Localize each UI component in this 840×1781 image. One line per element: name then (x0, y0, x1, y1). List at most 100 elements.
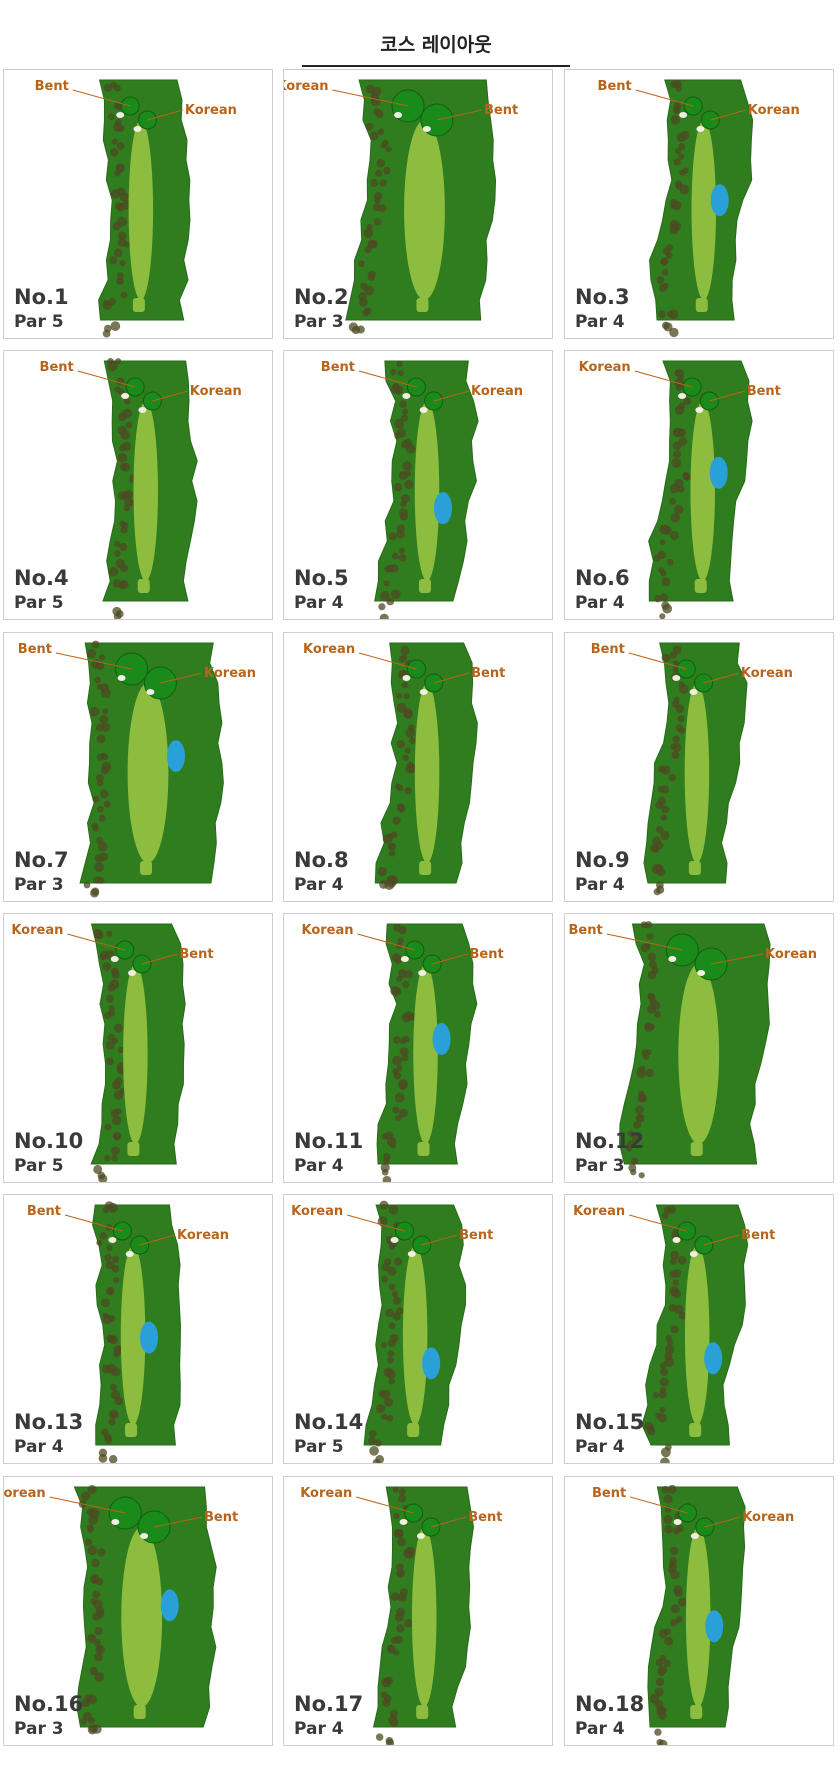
tree (651, 966, 659, 974)
tree (654, 1687, 664, 1697)
green-label: Bent (470, 947, 504, 962)
tree (656, 1738, 664, 1745)
tree (653, 1010, 661, 1018)
bunker (110, 956, 119, 962)
tree (670, 1604, 680, 1614)
hole-map: Korean Bent No.6 Par 4 (575, 360, 781, 619)
tree (671, 750, 680, 759)
callout-line (711, 953, 764, 965)
tree (388, 532, 397, 541)
tree (400, 440, 409, 449)
hole-number: No.8 (294, 848, 349, 872)
hole-number: No.11 (294, 1129, 363, 1153)
callout-line (147, 109, 183, 121)
page-title: 코스 레이아웃 (302, 30, 570, 67)
tree (669, 1270, 677, 1278)
fairway (402, 1245, 428, 1425)
callout-line (432, 953, 468, 965)
hole-card: Bent Korean No.3 Par 4 (564, 69, 834, 339)
tree (112, 1080, 121, 1090)
hole-number: No.3 (575, 285, 630, 309)
green-label: Bent (592, 1486, 626, 1501)
tree (404, 479, 414, 489)
tree (396, 524, 405, 533)
tee (132, 298, 145, 312)
tree (104, 1253, 112, 1262)
hole-number: No.18 (575, 1692, 644, 1716)
tree (97, 1548, 106, 1557)
tree (396, 1624, 405, 1633)
tree (409, 737, 416, 744)
tree (96, 753, 104, 761)
tree (660, 1457, 670, 1463)
bunker (689, 689, 698, 695)
tree (111, 1146, 120, 1156)
tree (95, 1577, 104, 1586)
callout-line (72, 89, 131, 107)
tree (404, 470, 412, 477)
green-label: Korean (11, 923, 63, 938)
tree (98, 654, 106, 661)
tree (119, 444, 127, 452)
tree (91, 640, 100, 649)
hole-par: Par 5 (14, 593, 64, 613)
hole-number: No.17 (294, 1692, 363, 1716)
tree (655, 1677, 665, 1687)
tree (654, 1728, 662, 1736)
hole-card: Bent Korean No.1 Par 5 (3, 69, 273, 339)
bunker (697, 970, 706, 976)
tree (119, 542, 128, 551)
tree (365, 122, 374, 131)
tree (683, 397, 692, 405)
tree (113, 1090, 124, 1100)
tree (377, 867, 388, 877)
water-hazard (704, 1342, 723, 1375)
tree (669, 1257, 677, 1266)
tree (387, 1338, 396, 1348)
tree (664, 1628, 671, 1636)
tree (403, 708, 413, 719)
tree (111, 138, 118, 145)
tree (97, 841, 108, 852)
tree (102, 1312, 109, 1319)
green-label: Korean (741, 666, 793, 681)
tee (125, 1423, 138, 1437)
green-label: Korean (471, 384, 523, 399)
tree (659, 1654, 667, 1662)
bunker (673, 1519, 682, 1525)
water-hazard (422, 1347, 441, 1380)
tree (386, 564, 395, 573)
hole-card: Bent Korean No.5 Par 4 (283, 350, 553, 620)
tree (661, 1212, 669, 1220)
tree (103, 83, 112, 92)
tree (396, 1570, 404, 1578)
bunker (394, 112, 403, 118)
tree (396, 804, 406, 813)
tree (99, 1232, 108, 1240)
tree (398, 926, 407, 935)
tree (661, 1485, 670, 1494)
tree (663, 1515, 673, 1524)
tree (398, 969, 408, 978)
tree (96, 1239, 103, 1246)
hole-par: Par 4 (294, 1156, 344, 1176)
tree (388, 1204, 399, 1215)
tree (117, 231, 127, 240)
callout-line (139, 1234, 176, 1246)
water-hazard (432, 1023, 451, 1055)
tree (380, 1413, 388, 1420)
hole-number: No.16 (14, 1692, 83, 1716)
tree (660, 570, 667, 577)
tree (402, 754, 409, 761)
tee (418, 579, 431, 593)
tree (647, 1427, 656, 1436)
tree (645, 1068, 654, 1078)
tree (653, 554, 661, 562)
callout-line (630, 1496, 688, 1514)
tree (109, 1383, 118, 1391)
tree (396, 1064, 403, 1072)
tree (400, 500, 407, 508)
green-label: Korean (300, 1486, 352, 1501)
tree (670, 1325, 679, 1334)
tree (675, 368, 685, 378)
